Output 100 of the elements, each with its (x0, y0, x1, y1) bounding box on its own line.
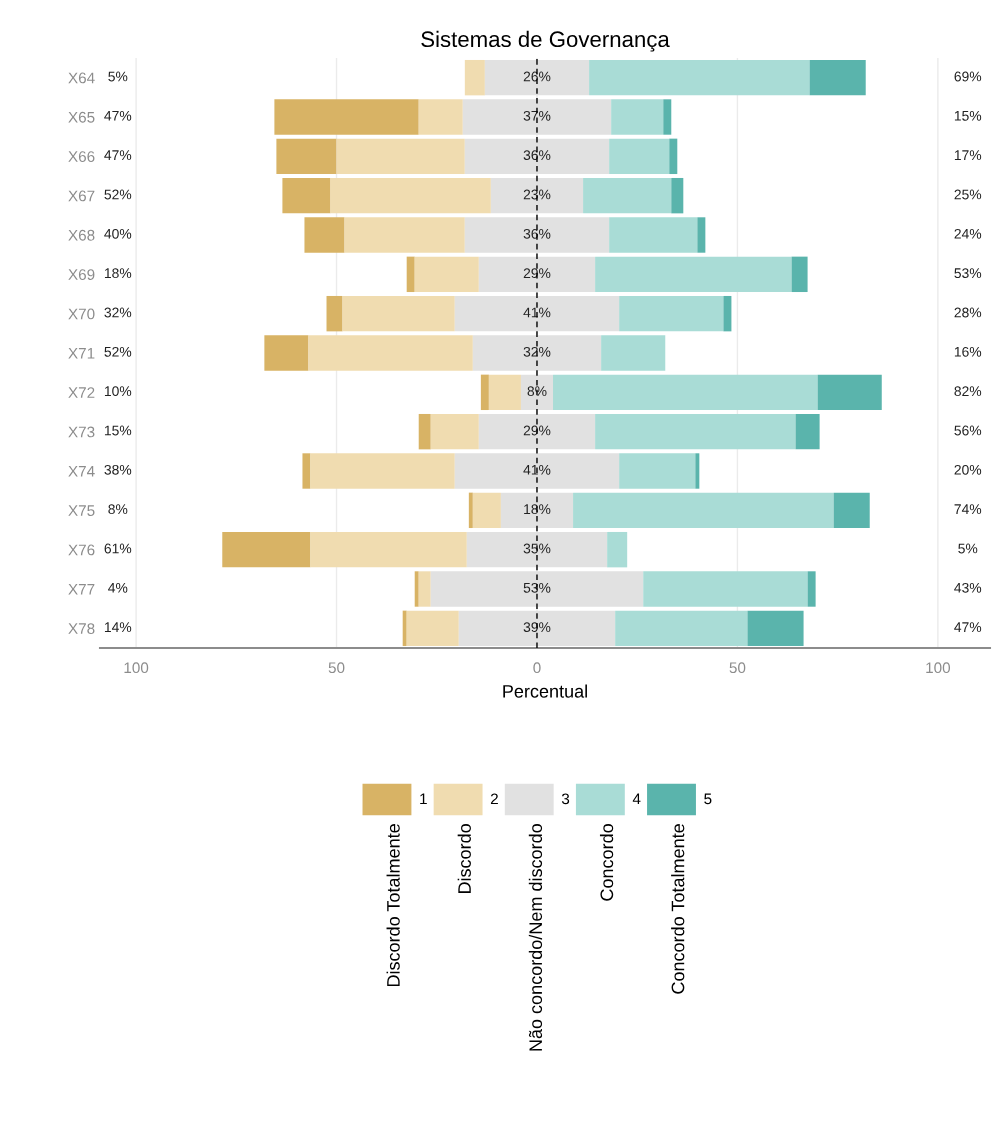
y-tick-label: X70 (68, 308, 95, 320)
annotation: 28% (954, 307, 982, 318)
bar (723, 295, 732, 332)
y-tick-label: X71 (68, 348, 95, 359)
y-tick-label: X77 (68, 584, 95, 595)
data-label: 35% (523, 543, 551, 554)
annotation: 15% (104, 425, 132, 436)
bar (609, 217, 698, 253)
annotation: 4% (108, 582, 128, 593)
bar (615, 610, 748, 647)
legend-label: 4 (632, 793, 641, 805)
bar (342, 295, 455, 332)
y-tick-label: X73 (68, 426, 95, 438)
bar (695, 453, 700, 489)
bar (282, 177, 331, 214)
bar (406, 610, 459, 647)
bar (276, 138, 337, 175)
bar (418, 571, 431, 607)
bar (264, 335, 309, 371)
y-tick-label: X75 (68, 505, 95, 517)
annotation: 69% (954, 71, 982, 82)
bar (478, 413, 596, 450)
annotation: 25% (954, 189, 982, 200)
bar (520, 374, 554, 411)
bar (308, 335, 473, 371)
bar (619, 453, 696, 489)
annotation: 15% (954, 110, 982, 121)
x-tick-label: 100 (124, 662, 149, 674)
data-label: 37% (523, 110, 551, 121)
annotation: 18% (104, 268, 132, 279)
annotation: 47% (104, 150, 132, 161)
annotation: 16% (954, 346, 982, 357)
x-axis-title: Percentual (503, 684, 587, 698)
bar (609, 138, 670, 175)
data-label: 29% (523, 268, 551, 279)
bar (643, 571, 808, 607)
bar (663, 99, 672, 135)
bar (326, 295, 343, 332)
bar (573, 492, 834, 529)
y-tick-label: X66 (68, 151, 95, 163)
bar (310, 453, 455, 489)
bar (468, 492, 473, 529)
bar (418, 99, 463, 135)
annotation: 52% (104, 189, 132, 200)
bar (472, 335, 602, 371)
annotation: 5% (108, 71, 128, 82)
bar (454, 453, 620, 489)
bar (833, 492, 870, 529)
annotation: 40% (104, 228, 132, 239)
data-label: 39% (523, 622, 551, 633)
x-tick-label: 50 (328, 662, 345, 674)
bar (304, 217, 345, 253)
legend-label: 5 (704, 793, 712, 805)
annotation: 14% (104, 622, 132, 633)
y-tick-label: X68 (68, 229, 95, 241)
y-tick-label: X72 (68, 387, 95, 398)
bar (583, 177, 672, 214)
legend-label: 1 (420, 793, 427, 805)
annotation: 47% (954, 622, 982, 633)
bar (669, 138, 678, 175)
bar (336, 138, 465, 175)
annotation: 53% (954, 268, 982, 279)
y-tick-label: X67 (68, 190, 95, 202)
annotation: 43% (954, 582, 982, 593)
bar (472, 492, 501, 529)
bar (807, 571, 816, 607)
bar (414, 256, 479, 293)
bar (795, 413, 820, 450)
data-label: 41% (523, 464, 551, 475)
annotation: 24% (954, 228, 982, 239)
text: Discordo (457, 824, 471, 894)
bar (671, 177, 684, 214)
data-label: 41% (523, 307, 551, 318)
bar (302, 453, 311, 489)
bar (464, 59, 485, 96)
y-tick-label: X69 (68, 269, 95, 281)
data-label: 32% (523, 346, 551, 357)
bar (809, 59, 866, 96)
bar (601, 335, 666, 371)
y-tick-label: X74 (68, 466, 95, 477)
x-tick-label: 0 (533, 662, 541, 674)
bar (274, 99, 419, 135)
data-label: 26% (523, 71, 551, 82)
x-tick-label: 100 (926, 662, 951, 674)
annotation: 74% (954, 504, 982, 515)
bar (589, 59, 810, 96)
annotation: 20% (954, 464, 982, 475)
bar (454, 295, 620, 332)
annotation: 82% (954, 386, 982, 397)
bar (747, 610, 804, 647)
annotation: 10% (104, 386, 132, 397)
legend-label: 3 (561, 793, 570, 805)
annotation: 61% (104, 543, 132, 554)
bar (553, 374, 818, 411)
annotation: 38% (104, 464, 132, 475)
y-tick-label: X65 (68, 111, 95, 123)
bar (344, 217, 465, 253)
bar (330, 177, 491, 214)
annotation: 8% (108, 504, 128, 515)
x-tick-label: 50 (729, 662, 746, 674)
